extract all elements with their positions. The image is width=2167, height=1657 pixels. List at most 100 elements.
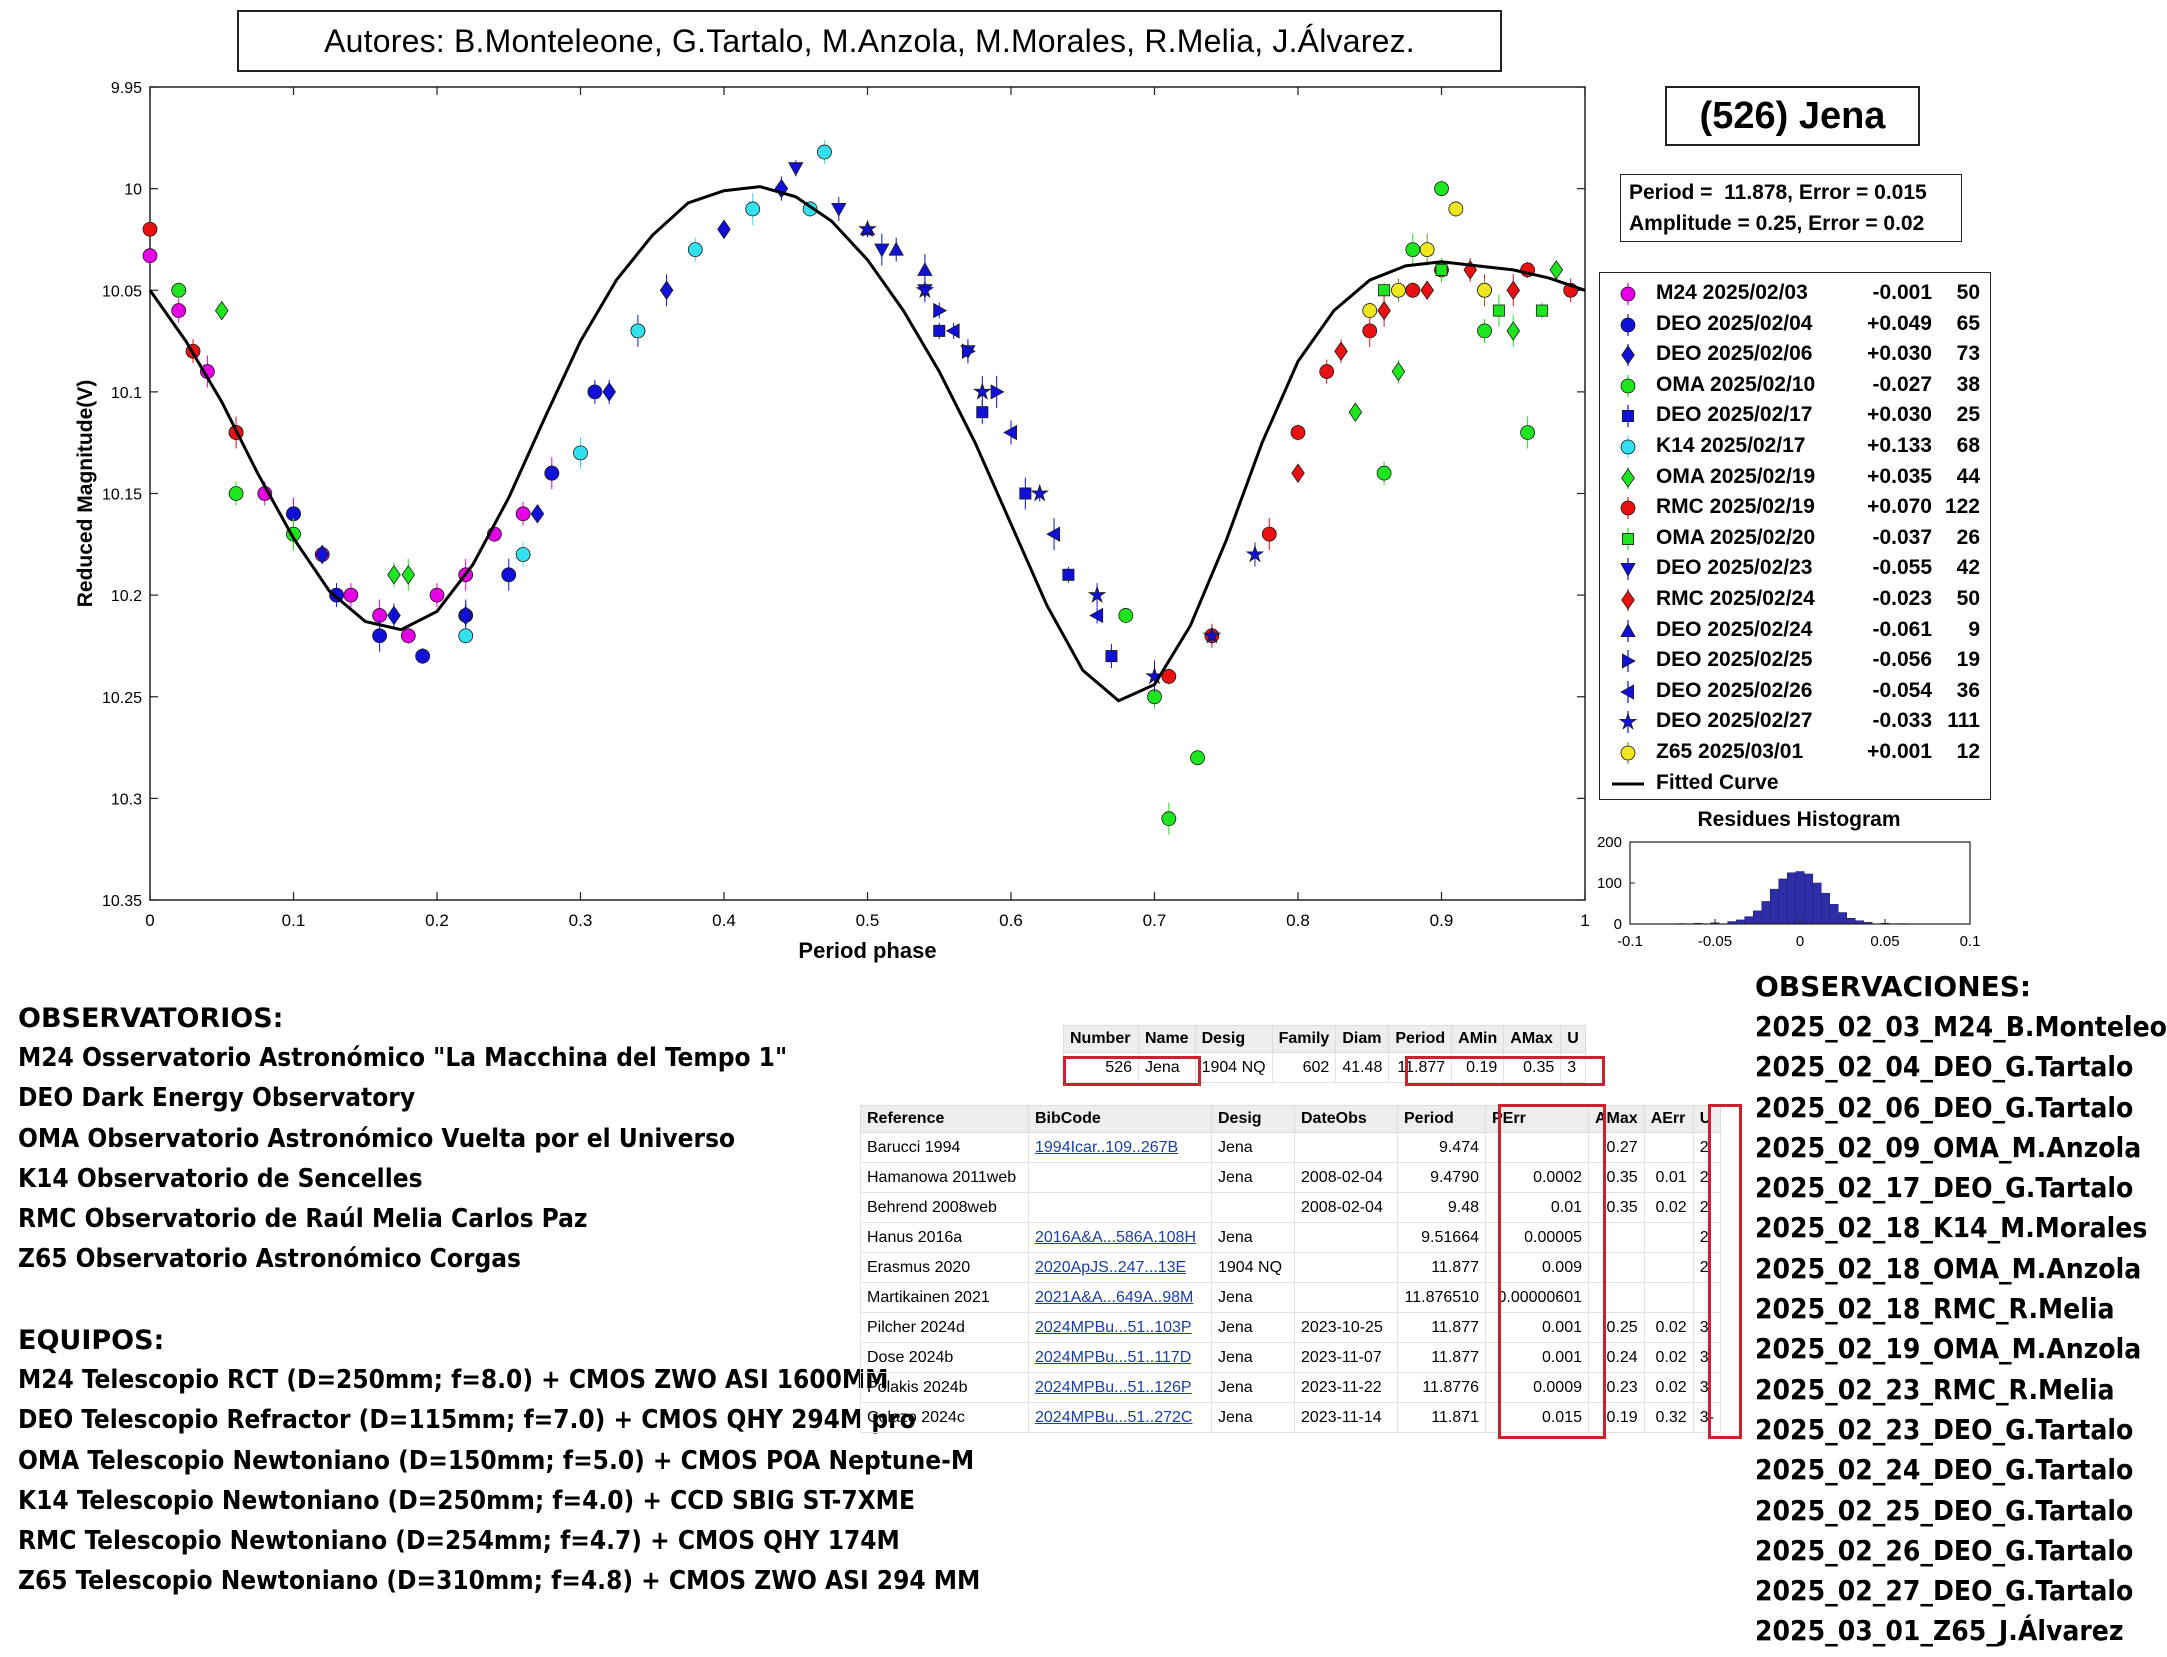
data-point [1030,483,1049,502]
legend-count: 38 [1956,372,1980,396]
y-tick-label: 10 [124,182,142,199]
data-point [717,219,731,240]
y-tick-label: 10.3 [111,791,142,808]
data-point [1190,750,1205,766]
observ-line: 2025_02_18_RMC_R.Melia [1755,1292,2115,1326]
data-point [961,343,976,359]
legend-entry-deo-2025-02-26: DEO 2025/02/26 -0.054 36 [1600,677,1990,707]
data-point [458,605,473,626]
legend-entry-deo-2025-02-06: DEO 2025/02/06 +0.030 73 [1600,340,1990,370]
data-point [1290,425,1306,440]
table-cell: 0.32 [1643,1402,1694,1433]
observ-line: 2025_02_18_OMA_M.Anzola [1755,1251,2142,1285]
bibcode-link[interactable]: 2024MPBu...51..103P [1028,1312,1212,1343]
eq-line: RMC Telescopio Newtoniano (D=254mm; f=4.… [18,1526,900,1557]
legend-entry-k14-2025-02-17: K14 2025/02/17 +0.133 68 [1600,432,1990,462]
legend-symbol [1620,684,1635,700]
legend-marker [1621,527,1634,550]
legend-offset: +0.035 [1867,464,1932,488]
table-cell: Polakis 2024b [860,1372,1029,1403]
hist-bar [1770,888,1779,925]
legend-offset: -0.054 [1872,678,1932,702]
table-cell [1294,1222,1398,1253]
data-point [1019,487,1032,500]
observatories-section: OBSERVATORIOS: M24 Osservatorio Astronóm… [18,1003,787,1285]
data-point [372,628,388,644]
equipment-section: EQUIPOS: M24 Telescopio RCT (D=250mm; f=… [18,1325,980,1607]
series-deo-2025-02-17 [933,322,1118,669]
data-point [315,544,329,565]
legend-entry-fitted-curve: Fitted Curve [1600,769,1990,799]
bibcode-link[interactable]: 2016A&A...586A.108H [1028,1222,1212,1253]
data-point [1506,280,1521,301]
y-tick-label: 10.35 [102,893,142,910]
data-point [630,323,646,339]
observ-line: 2025_03_01_Z65_J.Álvarez [1755,1614,2124,1648]
table-cell: 0.02 [1643,1342,1694,1373]
data-point [945,323,960,339]
bibcode-link[interactable]: 2020ApJS..247...13E [1028,1252,1212,1283]
highlight-u [1708,1104,1742,1439]
series-oma-2025-02-19 [214,260,1564,591]
table-cell: 2023-11-22 [1294,1372,1398,1403]
table-cell: 9.48 [1397,1192,1486,1223]
data-point [1334,341,1348,362]
data-point [1202,626,1222,644]
hist-y-tick-label: 0 [1614,916,1622,933]
obs-line: RMC Observatorio de Raúl Melia Carlos Pa… [18,1204,588,1235]
legend-offset: -0.023 [1872,587,1932,610]
series-oma-2025-02-20 [1378,257,1548,327]
legend-offset: +0.030 [1867,403,1932,427]
data-point [1377,300,1391,321]
data-point [990,384,1005,400]
table-cell: 0.02 [1643,1312,1694,1343]
table-cell: Barucci 1994 [860,1132,1029,1163]
legend-entry-oma-2025-02-20: OMA 2025/02/20 -0.037 26 [1600,524,1990,554]
period-line: Period = 11.878, Error = 0.015 [1629,181,1927,204]
column-header: Period [1397,1105,1486,1133]
data-point [1161,811,1177,827]
legend-marker [1620,680,1635,703]
legend-offset: +0.030 [1867,342,1932,366]
legend-count: 111 [1947,709,1980,733]
observatories-title: OBSERVATORIOS: [18,1003,284,1034]
table-row: Hamanowa 2011web Jena 2008-02-04 9.4790 0.00… [860,1162,1721,1193]
data-point [573,445,588,461]
column-header: Reference [860,1105,1029,1133]
table-row: Martikainen 2021 2021A&A...649A..98M Jena 1… [860,1282,1721,1313]
data-point [602,382,616,402]
data-point [515,547,531,562]
table-row: Colazo 2024c 2024MPBu...51..272C Jena 2023-… [860,1402,1721,1433]
legend-label: Fitted Curve [1656,770,1779,794]
table-row: Polakis 2024b 2024MPBu...51..126P Jena 2023… [860,1372,1721,1403]
data-point [888,241,904,256]
legend-symbol [1620,317,1636,332]
observ-line: 2025_02_26_DEO_G.Tartalo [1755,1533,2134,1567]
table-cell [1643,1222,1694,1253]
table-cell: 0.00000601 [1485,1282,1589,1313]
data-point [343,587,359,603]
table-cell: 0.009 [1485,1252,1589,1283]
hist-bar [1838,912,1847,925]
fitted-curve [148,185,1586,703]
bibcode-link[interactable]: 2021A&A...649A..98M [1028,1282,1212,1313]
series-deo-2025-02-27 [858,219,1265,693]
table-cell [1588,1252,1645,1283]
column-header: Desig [1194,1025,1273,1053]
bibcode-link[interactable]: 2024MPBu...51..126P [1028,1372,1212,1403]
bibcode-link[interactable]: 2024MPBu...51..117D [1028,1342,1212,1373]
table-cell: Behrend 2008web [860,1192,1029,1223]
x-tick-label: 1 [1580,911,1589,930]
legend-offset: +0.049 [1867,311,1932,335]
data-point [214,300,229,321]
data-point [171,282,187,298]
data-point [458,628,474,644]
legend-label: DEO 2025/02/25 [1656,648,1813,672]
observ-line: 2025_02_27_DEO_G.Tartalo [1755,1574,2134,1608]
legend-count: 26 [1956,525,1980,549]
legend-offset: -0.055 [1872,556,1932,580]
bibcode-link[interactable]: 2024MPBu...51..272C [1028,1402,1212,1433]
data-point [1435,263,1448,276]
legend-marker [1620,436,1636,458]
bibcode-link[interactable]: 1994Icar..109..267B [1028,1132,1212,1163]
